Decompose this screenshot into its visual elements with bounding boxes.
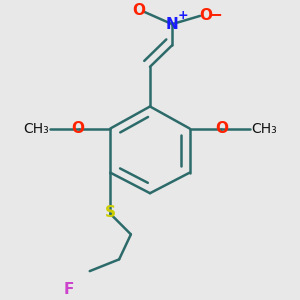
Text: O: O — [71, 121, 85, 136]
Text: S: S — [105, 205, 116, 220]
Text: O: O — [199, 8, 212, 23]
Text: CH₃: CH₃ — [23, 122, 49, 136]
Text: O: O — [215, 121, 229, 136]
Text: N: N — [166, 17, 178, 32]
Text: −: − — [208, 4, 222, 22]
Text: F: F — [64, 282, 74, 297]
Text: CH₃: CH₃ — [251, 122, 277, 136]
Text: +: + — [178, 9, 188, 22]
Text: O: O — [132, 3, 145, 18]
